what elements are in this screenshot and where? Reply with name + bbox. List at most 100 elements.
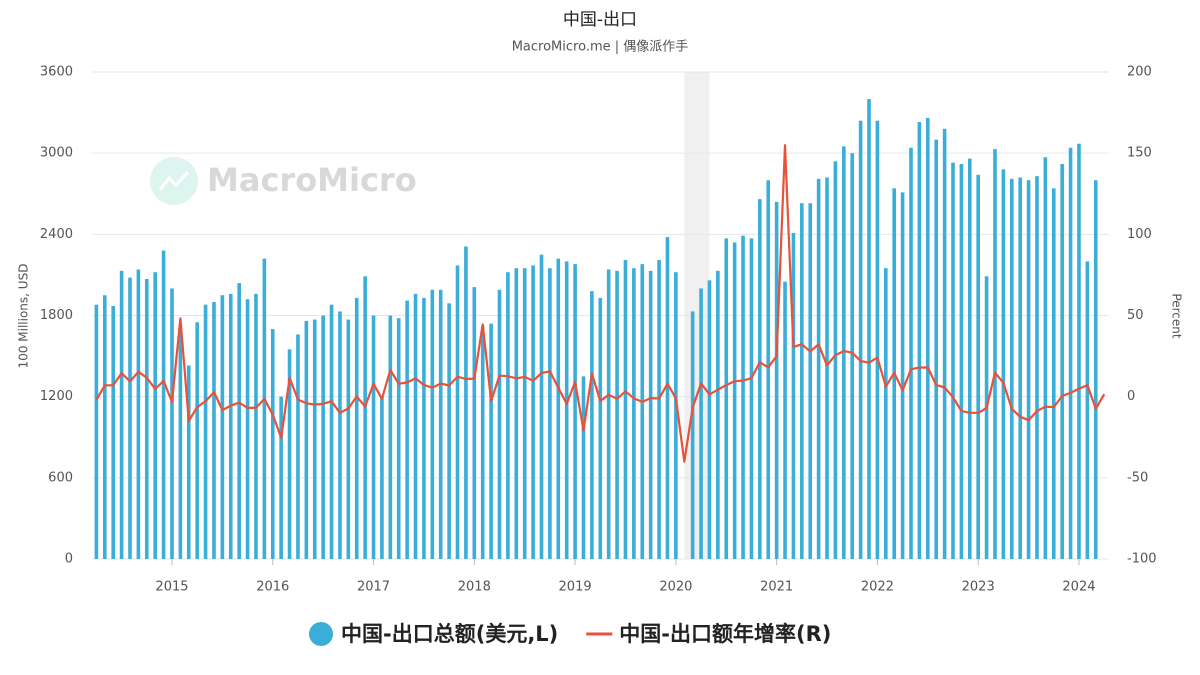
bar xyxy=(791,232,796,559)
bar xyxy=(195,322,199,559)
bar xyxy=(287,349,292,559)
bar xyxy=(741,235,745,560)
bar xyxy=(942,128,947,560)
bar xyxy=(564,261,569,559)
bar xyxy=(598,297,603,559)
bar xyxy=(993,149,997,559)
y2-axis-label: Percent xyxy=(1170,293,1184,338)
bar xyxy=(766,180,771,559)
bar xyxy=(707,280,712,559)
bar xyxy=(245,299,250,559)
bar xyxy=(573,264,577,559)
bar xyxy=(262,258,267,559)
y-tick-label: 3000 xyxy=(40,146,73,161)
bar xyxy=(254,293,258,559)
bar xyxy=(329,304,334,559)
bar xyxy=(1093,180,1098,559)
bar xyxy=(1001,169,1006,559)
bar xyxy=(657,260,661,559)
bar xyxy=(128,277,132,559)
bar xyxy=(522,268,527,559)
watermark: MacroMicro xyxy=(207,161,417,199)
bar xyxy=(346,319,351,559)
bar xyxy=(279,396,283,559)
bar xyxy=(480,326,485,559)
bar xyxy=(959,163,964,559)
bar xyxy=(539,254,544,559)
x-tick-label: 2016 xyxy=(256,580,289,595)
bar xyxy=(640,264,645,559)
bar xyxy=(228,293,233,559)
bar xyxy=(136,269,141,559)
bar xyxy=(884,268,888,559)
bar xyxy=(1043,157,1048,559)
bar xyxy=(455,265,460,559)
bar xyxy=(1035,176,1039,560)
y-tick-label: 600 xyxy=(48,470,73,485)
bar xyxy=(590,291,594,559)
bar xyxy=(581,376,586,559)
bar xyxy=(875,120,880,559)
bar xyxy=(967,158,972,560)
bar xyxy=(808,203,813,559)
bar xyxy=(312,319,317,559)
bar xyxy=(1009,178,1014,559)
y-tick-label: 1800 xyxy=(40,308,73,323)
bar xyxy=(354,297,359,559)
bar xyxy=(203,304,208,559)
bar xyxy=(472,287,477,559)
y-tick-label: 1200 xyxy=(40,389,73,404)
bar xyxy=(867,99,871,560)
bar xyxy=(917,122,922,559)
legend-label: 中国-出口总额(美元,L) xyxy=(341,622,558,646)
bar xyxy=(464,246,468,559)
bar xyxy=(909,147,913,559)
bar xyxy=(119,270,124,559)
bar xyxy=(674,272,678,559)
bar xyxy=(632,268,636,559)
bar xyxy=(716,270,720,559)
bar xyxy=(161,250,166,560)
y2-tick-label: 0 xyxy=(1127,389,1135,404)
bar xyxy=(724,238,729,559)
bar xyxy=(304,320,309,559)
bar xyxy=(606,269,611,559)
bar xyxy=(774,201,779,559)
bar xyxy=(1060,163,1064,559)
bar xyxy=(380,396,384,559)
bar xyxy=(749,238,754,559)
bar xyxy=(1051,188,1056,560)
bar xyxy=(758,199,762,559)
bar xyxy=(270,329,275,559)
bar xyxy=(94,304,99,559)
bar xyxy=(615,270,619,559)
x-tick-label: 2019 xyxy=(559,580,592,595)
x-tick-label: 2023 xyxy=(962,580,995,595)
bar xyxy=(489,323,493,559)
bar xyxy=(1077,143,1081,560)
y2-tick-label: 200 xyxy=(1127,65,1152,80)
bar xyxy=(220,295,225,559)
bar xyxy=(951,162,955,559)
bar xyxy=(934,139,938,559)
x-tick-label: 2020 xyxy=(659,580,692,595)
line xyxy=(95,144,1106,463)
bar xyxy=(699,288,703,559)
bar xyxy=(825,177,829,559)
y2-tick-label: -50 xyxy=(1127,470,1148,485)
bar xyxy=(321,315,325,559)
bar xyxy=(422,297,426,559)
legend-swatch xyxy=(309,622,333,646)
x-tick-label: 2017 xyxy=(357,580,390,595)
y-axis-label: 100 Millions, USD xyxy=(17,264,31,369)
watermark-logo xyxy=(150,157,198,205)
bar xyxy=(690,311,695,559)
bar xyxy=(170,288,174,559)
x-tick-label: 2015 xyxy=(155,580,188,595)
bar xyxy=(153,272,157,559)
bar xyxy=(548,268,552,559)
bar xyxy=(111,306,115,559)
bar xyxy=(396,318,401,559)
bar xyxy=(858,120,863,559)
y-tick-label: 2400 xyxy=(40,227,73,242)
